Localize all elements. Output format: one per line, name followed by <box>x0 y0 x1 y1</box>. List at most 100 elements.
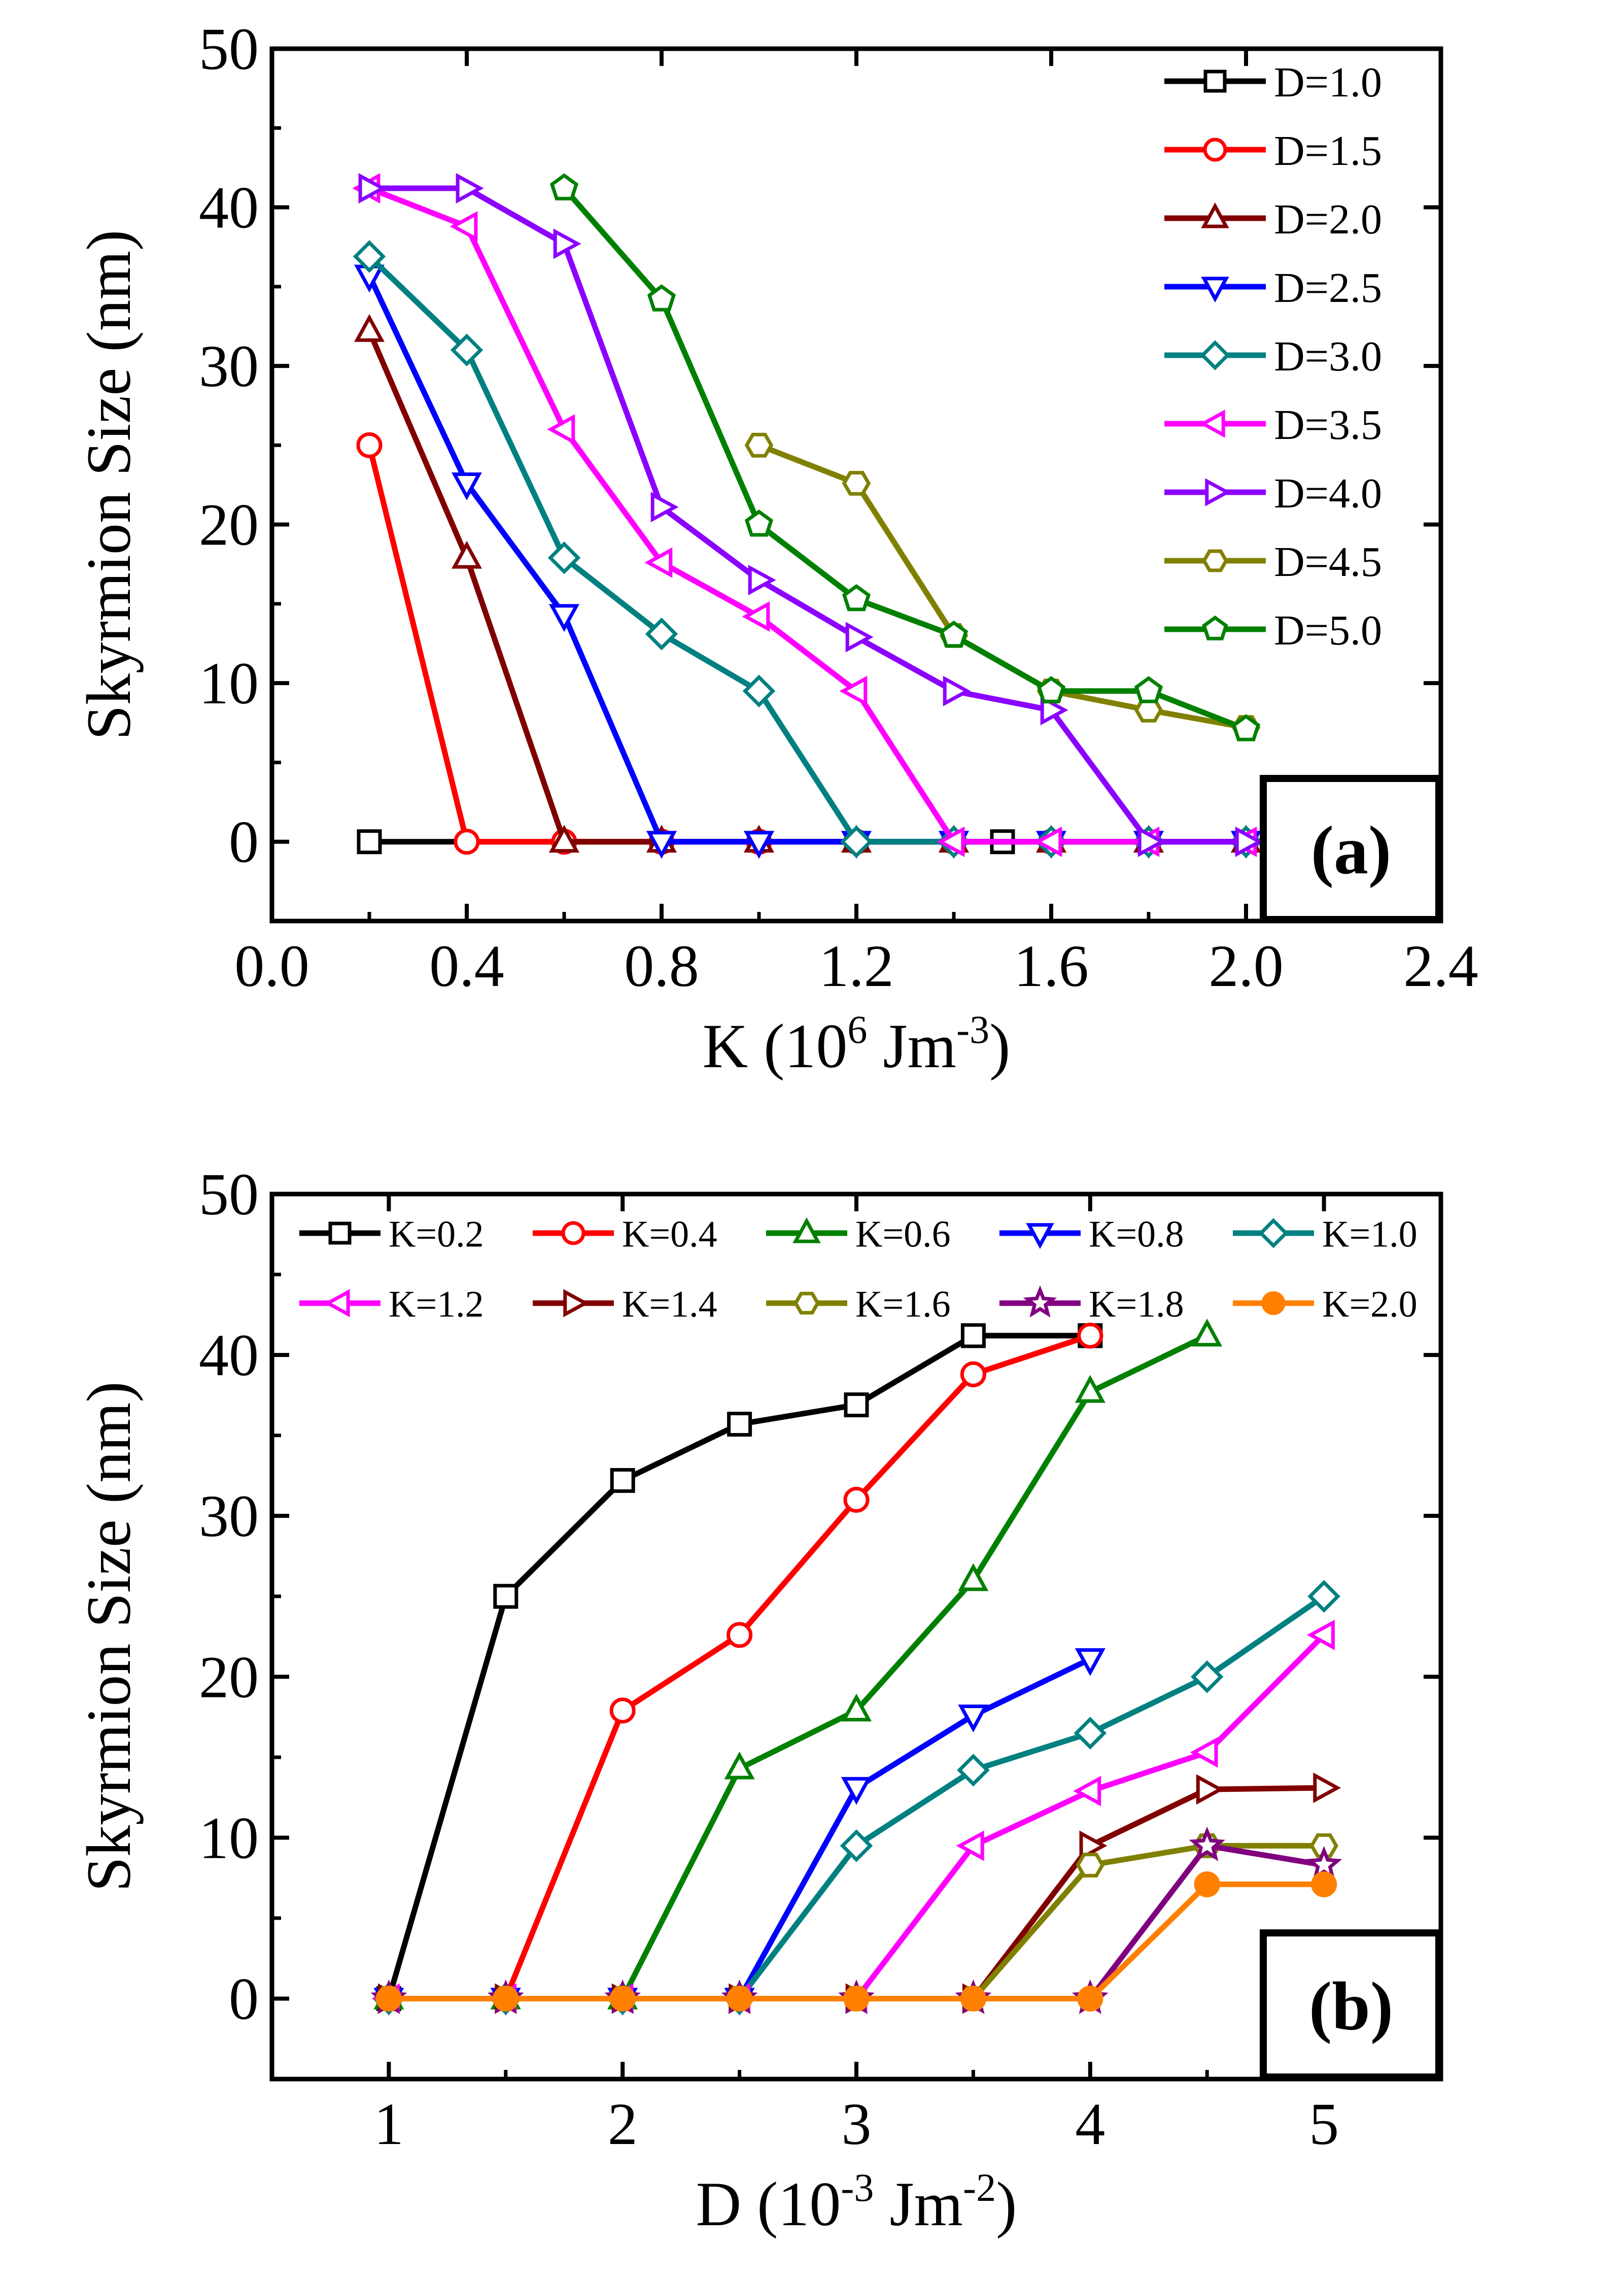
data-point <box>354 314 385 342</box>
legend-marker <box>563 1289 590 1317</box>
data-point <box>644 547 673 578</box>
data-point <box>646 831 677 859</box>
data-point <box>960 1323 986 1348</box>
series-D=1.5 <box>356 432 1259 855</box>
legend-item: K=1.2 <box>299 1284 484 1325</box>
data-point <box>742 674 776 708</box>
x-axis-label-superscript: 6 <box>847 1007 867 1051</box>
data-point <box>493 1985 519 2012</box>
data-point <box>451 472 482 500</box>
data-point <box>840 1829 873 1862</box>
x-tick-label: 0.8 <box>624 933 699 999</box>
y-tick-label: 30 <box>199 1483 259 1549</box>
legend-label: D=3.5 <box>1274 401 1382 449</box>
legend: K=0.2 K=0.4 K=0.6 K=0.8 K=1.0 K=1.2 K=1.4 K=1.6… <box>299 1214 1418 1325</box>
legend-label: K=0.2 <box>389 1214 484 1255</box>
series-line <box>389 1785 1324 2001</box>
data-point <box>375 1985 402 2012</box>
series-K=0.2 <box>376 1323 1103 2011</box>
data-point <box>450 211 478 242</box>
data-point <box>647 284 676 312</box>
legend-label: K=0.4 <box>622 1214 717 1255</box>
legend-item: D=5.0 <box>1164 607 1382 654</box>
data-point <box>937 826 965 857</box>
data-point <box>845 622 874 653</box>
x-tick-label: 0.0 <box>234 933 309 999</box>
legend-item: K=2.0 <box>1233 1284 1418 1325</box>
data-point <box>1307 1619 1335 1650</box>
data-point <box>1196 1774 1224 1805</box>
data-point <box>547 414 575 445</box>
legend-item: D=3.5 <box>1164 401 1382 449</box>
x-tick-label: 3 <box>842 2091 872 2157</box>
data-point <box>553 228 581 259</box>
data-point <box>1077 1322 1103 1349</box>
legend-item: D=3.0 <box>1164 333 1382 380</box>
legend-marker <box>1200 340 1230 370</box>
y-tick-label: 0 <box>229 809 259 875</box>
legend-item: D=4.0 <box>1164 470 1382 517</box>
legend-marker <box>1202 615 1228 640</box>
legend-marker <box>324 1289 350 1317</box>
x-axis-label-part: ) <box>989 1011 1010 1081</box>
legend-item: K=0.6 <box>766 1214 951 1255</box>
legend-marker <box>1203 70 1227 93</box>
y-tick-label: 30 <box>199 333 259 399</box>
series-D=4.0 <box>358 173 1263 857</box>
x-tick-label: 1.2 <box>819 933 894 999</box>
legend-marker <box>793 1291 820 1315</box>
data-point <box>1073 1776 1101 1807</box>
data-point <box>1077 1985 1103 2012</box>
x-tick-label: 2.4 <box>1403 933 1478 999</box>
data-point <box>548 825 580 853</box>
x-tick-label: 2.0 <box>1208 933 1284 999</box>
x-axis-label-part: ) <box>996 2169 1017 2239</box>
data-point <box>1190 1737 1218 1768</box>
series-K=1.4 <box>378 1772 1341 2014</box>
data-point <box>842 584 871 611</box>
data-point <box>743 831 775 859</box>
legend-marker <box>1258 1218 1289 1248</box>
data-point <box>956 1830 984 1861</box>
data-point <box>939 620 969 648</box>
y-tick-label: 0 <box>229 1965 259 2032</box>
series-line <box>367 254 1246 845</box>
data-point <box>841 1777 872 1805</box>
data-point <box>356 432 383 458</box>
series-line <box>562 186 1248 732</box>
series-D=4.5 <box>744 432 1261 740</box>
data-point <box>744 432 774 458</box>
data-point <box>451 540 482 569</box>
legend-item: D=4.5 <box>1164 538 1382 586</box>
series-K=2.0 <box>375 1871 1337 2012</box>
data-point <box>840 825 873 858</box>
x-tick-label: 0.4 <box>429 933 504 999</box>
legend-label: K=1.4 <box>622 1284 717 1325</box>
series-line <box>366 445 1246 845</box>
x-axis-label: K (106 Jm-3) <box>703 1007 1011 1081</box>
panel-a: 0.0 0.4 0.8 1.2 1.6 2.0 2.4 0 10 20 30 40 50 Skyrmion… <box>74 16 1478 1081</box>
data-point <box>493 1584 519 1609</box>
data-point <box>1076 1852 1105 1878</box>
legend-item: K=1.6 <box>766 1284 951 1325</box>
legend-marker <box>1026 1223 1054 1249</box>
legend-marker <box>1205 478 1231 506</box>
data-point <box>960 1985 986 2012</box>
x-tick-label: 1 <box>374 2091 404 2157</box>
legend-label: K=1.0 <box>1322 1214 1418 1255</box>
data-point <box>1190 1660 1224 1693</box>
data-point <box>547 541 581 574</box>
legend-label: D=3.0 <box>1274 333 1382 380</box>
data-point <box>1309 1833 1338 1858</box>
data-point <box>1192 1318 1223 1347</box>
series-K=1.2 <box>371 1619 1335 2014</box>
data-point <box>1311 1871 1337 1897</box>
x-axis-label-superscript: -3 <box>956 1007 989 1051</box>
y-tick-label: 40 <box>199 1322 259 1388</box>
panel-label: (b) <box>1309 1968 1393 2045</box>
legend-label: K=2.0 <box>1322 1284 1418 1325</box>
data-point <box>1034 826 1062 857</box>
data-point <box>960 1361 986 1387</box>
